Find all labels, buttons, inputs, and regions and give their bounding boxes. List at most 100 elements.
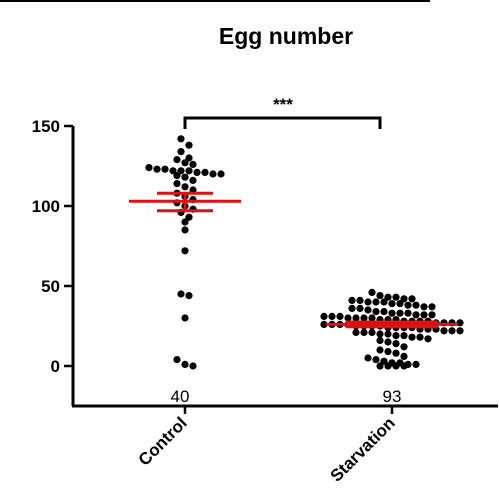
data-point <box>380 298 388 306</box>
data-point <box>181 218 189 226</box>
data-point <box>456 319 464 327</box>
data-point <box>396 309 404 317</box>
data-point <box>201 168 209 176</box>
data-point <box>408 295 416 303</box>
data-point <box>380 357 388 365</box>
y-ticks: 0 50 100 150 <box>32 117 73 376</box>
data-points <box>145 135 464 370</box>
data-point <box>388 300 396 308</box>
data-point <box>384 362 392 370</box>
data-point <box>384 338 392 346</box>
data-point <box>352 314 360 322</box>
data-point <box>320 320 328 328</box>
data-point <box>404 301 412 309</box>
data-point <box>173 156 181 164</box>
data-point <box>400 332 408 340</box>
data-point <box>217 170 225 178</box>
data-point <box>189 160 197 168</box>
chart-title: Egg number <box>219 23 353 49</box>
data-point <box>448 327 456 335</box>
data-point <box>376 362 384 370</box>
data-point <box>185 141 193 149</box>
data-point <box>360 328 368 336</box>
significance-bracket: *** <box>183 95 382 129</box>
data-point <box>404 309 412 317</box>
data-point <box>416 333 424 341</box>
data-point <box>428 303 436 311</box>
data-point <box>348 304 356 312</box>
data-point <box>360 314 368 322</box>
data-point <box>412 360 420 368</box>
data-point <box>364 298 372 306</box>
data-point <box>352 328 360 336</box>
data-point <box>376 336 384 344</box>
data-point <box>376 346 384 354</box>
data-point <box>185 213 193 221</box>
data-point <box>392 340 400 348</box>
summary-bars <box>129 191 458 329</box>
data-point <box>173 180 181 188</box>
data-point <box>189 362 197 370</box>
data-point <box>173 172 181 180</box>
data-point <box>364 354 372 362</box>
data-point <box>424 335 432 343</box>
data-point <box>384 293 392 301</box>
significance-label: *** <box>273 95 293 114</box>
data-point <box>400 343 408 351</box>
y-tick-label-100: 100 <box>32 197 60 216</box>
data-point <box>181 173 189 181</box>
data-point <box>185 167 193 175</box>
axes: 0 50 100 150 <box>32 117 498 408</box>
data-point <box>368 314 376 322</box>
data-point <box>368 328 376 336</box>
data-point <box>372 356 380 364</box>
data-point <box>169 167 177 175</box>
data-point <box>372 308 380 316</box>
data-point <box>400 295 408 303</box>
data-point <box>356 304 364 312</box>
category-label-control: Control <box>135 413 191 469</box>
count-label-starvation: 93 <box>383 387 402 406</box>
significance-bracket-line <box>183 116 382 129</box>
data-point <box>384 348 392 356</box>
data-point <box>420 303 428 311</box>
data-point <box>328 312 336 320</box>
data-point <box>456 327 464 335</box>
data-point <box>185 292 193 300</box>
data-point <box>380 308 388 316</box>
data-point <box>344 314 352 322</box>
data-point <box>396 300 404 308</box>
data-point <box>400 352 408 360</box>
data-point <box>177 135 185 143</box>
y-tick-label-0: 0 <box>51 357 60 376</box>
data-point <box>392 332 400 340</box>
y-tick-label-50: 50 <box>41 277 60 296</box>
data-point <box>412 311 420 319</box>
data-point <box>392 349 400 357</box>
data-point <box>384 330 392 338</box>
data-point <box>193 168 201 176</box>
data-point <box>153 165 161 173</box>
data-point <box>189 176 197 184</box>
data-point <box>400 362 408 370</box>
count-label-control: 40 <box>171 387 190 406</box>
data-point <box>420 311 428 319</box>
data-point <box>145 164 153 172</box>
data-point <box>181 360 189 368</box>
data-point <box>368 288 376 296</box>
data-point <box>173 356 181 364</box>
data-point <box>428 311 436 319</box>
data-point <box>181 247 189 255</box>
data-point <box>356 296 364 304</box>
y-tick-label-150: 150 <box>32 117 60 136</box>
data-point <box>364 306 372 314</box>
data-point <box>181 314 189 322</box>
category-label-starvation: Starvation <box>327 413 399 485</box>
data-point <box>440 327 448 335</box>
data-point <box>177 290 185 298</box>
data-point <box>392 362 400 370</box>
data-point <box>185 154 193 162</box>
data-point <box>336 312 344 320</box>
data-point <box>181 159 189 167</box>
